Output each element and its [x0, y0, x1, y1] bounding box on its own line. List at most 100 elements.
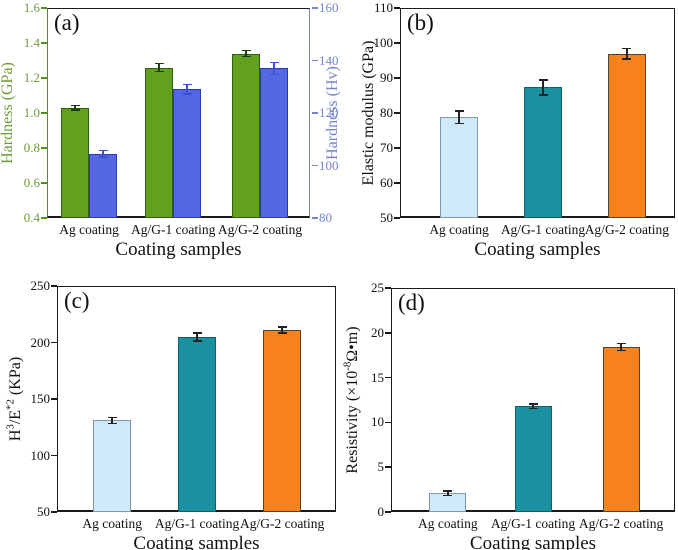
y-tick: [385, 376, 391, 379]
y-tick: [394, 217, 400, 219]
error-cap: [154, 62, 164, 65]
error-bar: [542, 80, 544, 95]
y-tick-label: 160: [319, 0, 339, 15]
y-tick-label: 1.6: [23, 0, 40, 15]
y-tick: [312, 217, 318, 219]
error-cap: [616, 349, 626, 352]
y-tick: [51, 285, 57, 287]
error-bar: [158, 63, 160, 72]
error-bar: [458, 110, 460, 124]
error-cap: [277, 326, 287, 328]
x-category-label: Ag coating: [82, 516, 143, 531]
y-tick-label: 0.8: [23, 140, 40, 155]
error-cap: [622, 47, 632, 50]
error-cap: [107, 416, 117, 419]
chart-panel-b: 50 60 70 80 90 100 110 Elastic modulus (GPa) Ag …: [339, 0, 678, 275]
y-tick: [41, 42, 47, 44]
bar: [232, 53, 261, 218]
error-cap: [443, 490, 453, 492]
x-category-label: Ag/G-1 coating: [131, 222, 216, 237]
error-cap: [154, 70, 164, 73]
y-tick-label: 50: [380, 210, 393, 225]
error-cap: [241, 49, 251, 52]
error-bar: [102, 150, 104, 158]
y-tick: [394, 112, 400, 114]
error-cap: [107, 422, 117, 425]
error-cap: [70, 109, 80, 111]
error-bar: [196, 332, 198, 341]
error-cap: [269, 61, 279, 64]
x-category-label: Ag/G-2 coating: [584, 222, 670, 237]
x-category-label: Ag/G-2 coating: [578, 516, 664, 531]
panel-letter: (b): [407, 10, 434, 35]
y-tick-label: 100: [373, 35, 394, 50]
x-category-label: Ag/G-1 coating: [490, 516, 576, 531]
y-tick: [41, 7, 47, 9]
y-tick: [312, 164, 318, 167]
y-tick-label: 10: [371, 414, 384, 430]
error-bar: [447, 490, 449, 496]
error-cap: [616, 342, 626, 345]
bar: [61, 107, 90, 218]
error-bar: [245, 50, 247, 57]
y-tick-label: 100: [30, 447, 51, 463]
y-tick: [41, 77, 47, 79]
y-tick-label: 80: [319, 210, 332, 225]
bar: [514, 406, 552, 512]
y-tick-label: 70: [380, 140, 393, 155]
bar: [440, 117, 479, 218]
y-tick: [312, 7, 318, 9]
y-tick: [385, 287, 391, 289]
bar: [145, 67, 174, 218]
y-tick-label: 15: [371, 369, 384, 385]
error-cap: [454, 122, 464, 125]
bar: [173, 89, 202, 218]
error-cap: [182, 93, 192, 95]
chart-panel-d: 0 5 10 15 20 25 Resistivity (×10-8Ω•m) Ag coati…: [339, 275, 678, 550]
error-bar: [111, 417, 113, 424]
error-cap: [269, 73, 279, 76]
y-tick: [51, 511, 57, 513]
y-tick-label: 0.4: [23, 210, 40, 225]
error-cap: [454, 110, 464, 112]
error-cap: [98, 156, 108, 158]
y-tick: [385, 332, 391, 334]
y-tick-label: 50: [37, 504, 50, 519]
panel-letter: (c): [64, 288, 90, 313]
bar: [524, 87, 562, 218]
y-tick: [312, 112, 318, 114]
y-tick-label: 120: [319, 105, 339, 120]
y-tick-label: 150: [30, 391, 51, 406]
y-tick: [41, 182, 47, 184]
error-bar: [532, 404, 534, 409]
chart-panel-a: 0.4 0.6 0.8 1.0 1.2 1.4 1.6 Hardness (GPa) 80 100…: [0, 0, 341, 275]
error-cap: [538, 94, 548, 96]
y-axis-label: Hardness (GPa): [0, 62, 16, 164]
bar: [263, 330, 302, 512]
y-tick: [41, 147, 47, 149]
y-tick: [385, 466, 391, 468]
y-tick-label: 1.0: [23, 105, 40, 120]
x-category-label: Ag/G-2 coating: [239, 516, 325, 531]
y-tick-label: 1.2: [23, 70, 40, 85]
x-category-label: Ag coating: [429, 222, 489, 237]
y-tick-label: 0.6: [23, 175, 40, 190]
y-tick: [394, 42, 400, 44]
chart-panel-c: 50 100 150 200 250 H3/E*2 (KPa) Ag coating Ag/G…: [0, 275, 339, 550]
error-cap: [70, 104, 80, 107]
error-cap: [192, 340, 202, 342]
panel-letter: (d): [398, 290, 425, 315]
y-tick-label: 5: [377, 459, 385, 475]
error-cap: [98, 149, 108, 152]
error-bar: [186, 84, 188, 95]
bar: [93, 420, 132, 512]
y-tick-label: 250: [30, 278, 51, 293]
bar: [178, 336, 217, 512]
error-cap: [277, 332, 287, 334]
error-bar: [281, 327, 283, 333]
bar: [260, 68, 289, 218]
error-cap: [182, 83, 192, 86]
error-cap: [192, 332, 202, 334]
y-tick: [385, 511, 391, 513]
